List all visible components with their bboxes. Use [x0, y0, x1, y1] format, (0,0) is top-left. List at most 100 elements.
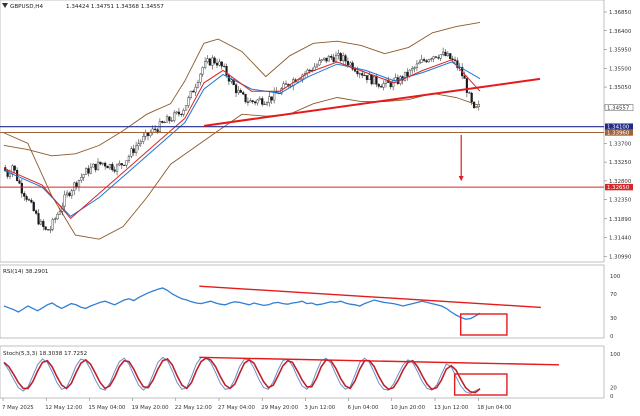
- candle-body: [370, 74, 373, 85]
- candle-body: [392, 80, 395, 88]
- highlight-box: [459, 313, 508, 336]
- candle-body: [430, 58, 433, 60]
- candle-body: [451, 58, 454, 60]
- candle-body: [106, 166, 109, 169]
- candle-body: [134, 145, 138, 153]
- candle-body: [54, 218, 57, 220]
- candle-body: [256, 99, 259, 104]
- candle-body: [201, 67, 204, 75]
- candle-body: [196, 81, 200, 88]
- oscillator-tick-label: 0: [610, 394, 614, 400]
- rsi-axis: 100 70 30 0: [610, 274, 621, 340]
- candle-body: [56, 214, 59, 220]
- candle-body: [323, 57, 326, 60]
- candle-body: [420, 59, 423, 63]
- level-price-label: 1.32650: [607, 185, 630, 191]
- symbol-dropdown-icon[interactable]: [2, 3, 8, 8]
- candle-body: [23, 193, 26, 197]
- candle-body: [377, 84, 380, 87]
- candle-body: [111, 164, 114, 171]
- time-tick-label: 13 Jun 12:00: [434, 405, 469, 411]
- current-price-tag: [604, 104, 634, 112]
- candle-body: [96, 161, 100, 171]
- support-trendline: [203, 77, 541, 127]
- stoch-axis: 100 20 0: [610, 352, 621, 400]
- price-tick-label: 1.33700: [609, 141, 632, 147]
- stoch-lines: [3, 356, 560, 396]
- candle-body: [82, 174, 85, 178]
- candle-body: [6, 170, 9, 177]
- candle-body: [337, 53, 340, 56]
- candle-body: [192, 90, 195, 93]
- oscillator-tick-label: 20: [610, 386, 617, 392]
- candle-body: [163, 122, 166, 124]
- candle-body: [113, 169, 116, 172]
- candle-body: [242, 92, 245, 95]
- candle-body: [154, 128, 157, 130]
- candle-body: [439, 54, 442, 59]
- oscillator-tick-label: 30: [610, 316, 617, 322]
- candle-body: [389, 82, 392, 88]
- candle-body: [465, 78, 469, 93]
- time-tick-label: 7 May 2025: [2, 405, 34, 411]
- time-tick-label: 15 May 04:00: [88, 405, 126, 411]
- candle-body: [63, 194, 66, 207]
- time-tick-label: 10 Jun 20:00: [391, 405, 426, 411]
- ma-red-line: [3, 59, 481, 220]
- candle-body: [20, 183, 23, 194]
- candle-body: [330, 56, 333, 58]
- candle-body: [99, 161, 102, 165]
- candle-body: [30, 199, 33, 203]
- candle-body: [411, 68, 414, 71]
- candle-body: [123, 164, 126, 166]
- candle-body: [187, 97, 190, 106]
- candle-body: [18, 180, 21, 184]
- time-axis: 7 May 2025 12 May 12:00 15 May 04:00 19 May…: [2, 398, 512, 411]
- candle-body: [268, 96, 271, 103]
- level-price-label: 1.33960: [607, 130, 630, 136]
- candle-body: [456, 60, 459, 68]
- candle-body: [58, 211, 62, 215]
- candle-body: [263, 103, 266, 105]
- candle-body: [368, 74, 371, 80]
- ma-blue-line: [3, 61, 481, 217]
- time-tick-label: 18 Jun 04:00: [477, 405, 512, 411]
- candle-body: [265, 102, 269, 105]
- candle-body: [180, 113, 183, 115]
- candle-body: [204, 61, 207, 68]
- candle-body: [470, 92, 473, 103]
- lower-band-line: [3, 92, 481, 240]
- candle-body: [137, 143, 140, 147]
- candle-body: [80, 177, 83, 181]
- candle-body: [318, 60, 321, 66]
- candle-body: [449, 53, 452, 60]
- candle-body: [477, 104, 480, 108]
- candle-body: [434, 56, 438, 58]
- candle-body: [101, 162, 104, 165]
- candle-body: [127, 155, 131, 161]
- candle-body: [365, 75, 369, 80]
- candle-body: [11, 165, 14, 174]
- candle-body: [442, 51, 445, 55]
- candle-body: [351, 62, 354, 70]
- time-tick-label: 19 May 20:00: [132, 405, 170, 411]
- candle-body: [115, 164, 119, 172]
- candle-body: [332, 57, 335, 62]
- candle-body: [249, 100, 252, 103]
- candle-body: [32, 202, 35, 212]
- current-price-label: 1.34557: [607, 106, 629, 112]
- candle-body: [246, 101, 250, 103]
- candle-body: [146, 132, 150, 136]
- oscillator-tick-label: 70: [610, 292, 617, 298]
- candle-body: [315, 64, 319, 68]
- price-panel: GBPUSD,H4 1.34424 1.34751 1.34368 1.3455…: [0, 0, 605, 263]
- time-tick-label: 29 May 20:00: [261, 405, 299, 411]
- candle-body: [194, 86, 197, 93]
- oscillator-line: [3, 356, 481, 395]
- candle-body: [144, 132, 147, 137]
- candle-body: [437, 57, 440, 59]
- candle-body: [220, 61, 223, 67]
- oscillator-tick-label: 100: [610, 274, 621, 280]
